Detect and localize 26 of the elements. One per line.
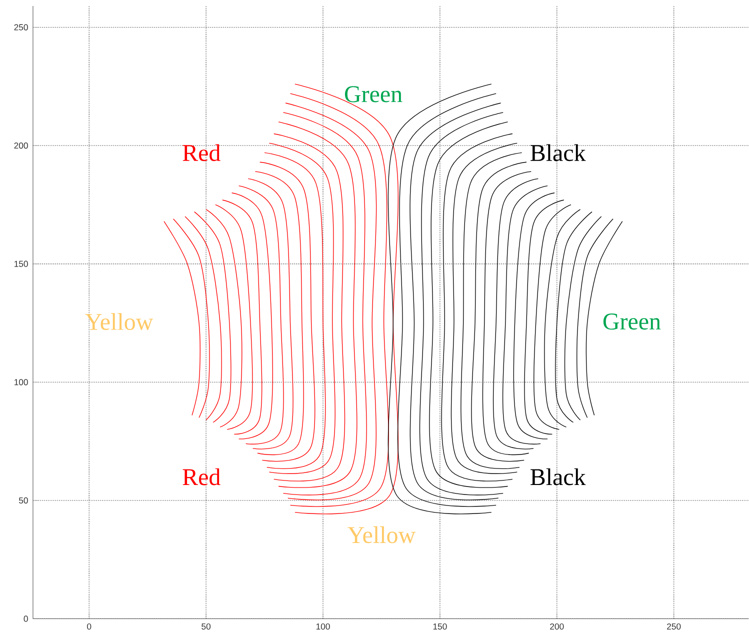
line-series bbox=[206, 209, 242, 428]
line-series bbox=[172, 218, 210, 418]
x-tick-label: 150 bbox=[433, 624, 447, 630]
y-tick-label: 100 bbox=[14, 379, 28, 386]
y-tick-label: 200 bbox=[14, 142, 28, 149]
x-tick-label: 250 bbox=[667, 624, 681, 630]
annotation: Red bbox=[182, 144, 220, 162]
annotation: Red bbox=[182, 468, 220, 486]
line-series bbox=[513, 192, 555, 440]
annotation: Green bbox=[344, 86, 402, 102]
annotation: Green bbox=[603, 314, 661, 330]
line-series bbox=[231, 192, 273, 440]
y-tick-label: 150 bbox=[14, 260, 28, 268]
annotation: Yellow bbox=[85, 313, 154, 330]
y-tick-label: 0 bbox=[24, 616, 28, 622]
annotation: Yellow bbox=[348, 526, 416, 544]
annotation: Black bbox=[530, 144, 586, 162]
line-series bbox=[164, 221, 200, 416]
x-tick-label: 100 bbox=[316, 624, 330, 630]
y-tick-label: 250 bbox=[14, 24, 28, 30]
x-tick-label: 0 bbox=[87, 624, 92, 630]
y-tick-label: 50 bbox=[19, 498, 28, 504]
line-series bbox=[544, 209, 581, 428]
x-tick-label: 200 bbox=[550, 624, 564, 630]
x-tick-label: 50 bbox=[202, 624, 211, 630]
annotation: Black bbox=[530, 468, 586, 486]
